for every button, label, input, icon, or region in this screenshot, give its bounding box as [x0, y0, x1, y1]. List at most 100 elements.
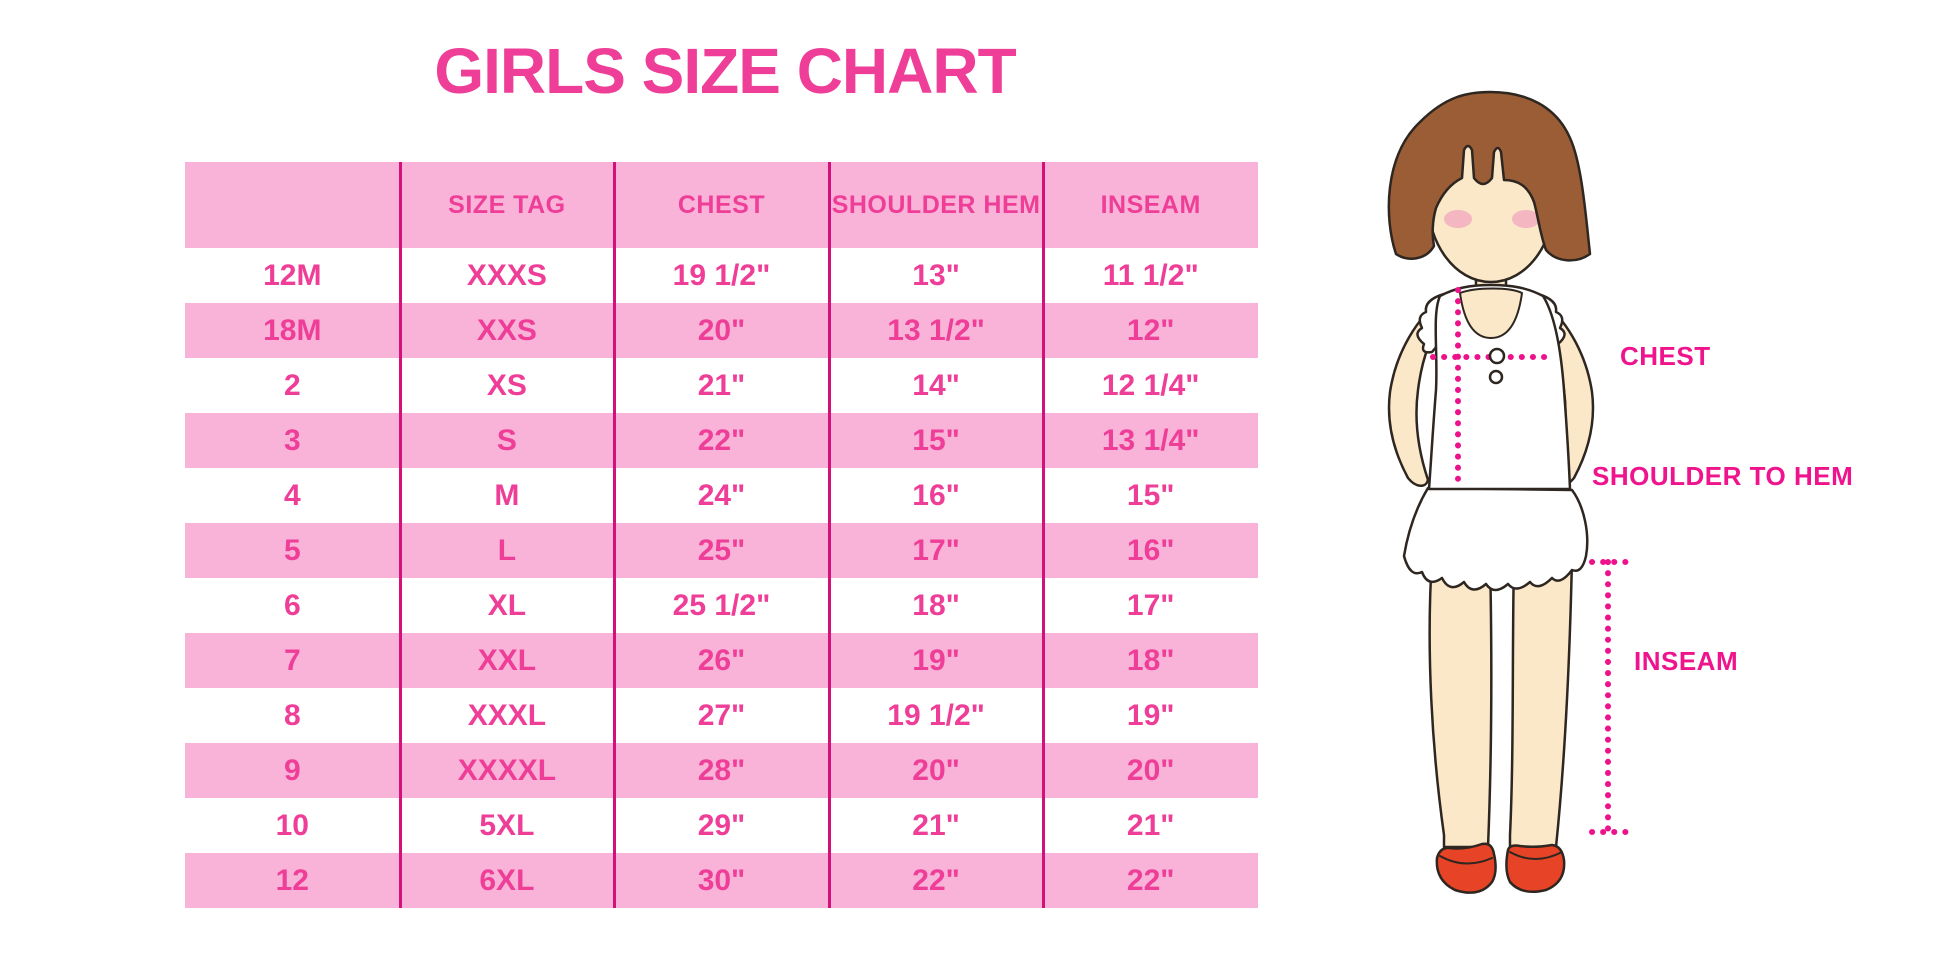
girl-skirt	[1402, 486, 1589, 592]
cell-size: 4	[283, 478, 301, 512]
table-row: 8 XXXL 27" 19 1/2" 19"	[185, 688, 1258, 743]
cell-chest: 19 1/2"	[672, 258, 771, 292]
cell-tag: L	[497, 533, 517, 567]
cell-tag: M	[494, 478, 520, 512]
girl-shoe-right	[1505, 843, 1566, 893]
cell-chest: 30"	[697, 863, 746, 897]
cell-inseam: 12 1/4"	[1101, 368, 1200, 402]
cell-inseam: 21"	[1126, 808, 1175, 842]
cell-chest: 20"	[697, 313, 746, 347]
cell-chest: 27"	[697, 698, 746, 732]
cell-tag: 5XL	[479, 808, 535, 842]
cell-tag: XXXXL	[457, 753, 557, 787]
cell-size: 12M	[263, 258, 322, 292]
cell-shoulder: 18"	[912, 588, 960, 622]
shoulder-to-hem-label: SHOULDER TO HEM	[1592, 461, 1854, 491]
girl-top	[1427, 283, 1572, 491]
cell-inseam: 19"	[1126, 698, 1175, 732]
column-divider	[1042, 162, 1046, 908]
girl-leg-left	[1428, 556, 1493, 849]
cell-shoulder: 19 1/2"	[887, 698, 985, 732]
table-row: 12M XXXS 19 1/2" 13" 11 1/2"	[185, 248, 1258, 303]
cell-size: 9	[283, 753, 301, 787]
table-row: 10 5XL 29" 21" 21"	[185, 798, 1258, 853]
table-row: 9 XXXXL 28" 20" 20"	[185, 743, 1258, 798]
cell-inseam: 20"	[1126, 753, 1175, 787]
cell-shoulder: 14"	[912, 368, 960, 402]
table-row: 3 S 22" 15" 13 1/4"	[185, 413, 1258, 468]
cell-inseam: 13 1/4"	[1101, 423, 1200, 457]
cell-shoulder: 22"	[912, 863, 960, 897]
cell-inseam: 22"	[1126, 863, 1175, 897]
cell-tag: XXS	[476, 313, 537, 347]
cell-chest: 22"	[697, 423, 746, 457]
col-header-chest: CHEST	[677, 190, 766, 219]
cell-shoulder: 19"	[912, 643, 960, 677]
cell-size: 18M	[263, 313, 322, 347]
cell-shoulder: 13"	[912, 258, 960, 292]
size-table: SIZE TAG CHEST SHOULDER HEM INSEAM 12M X…	[185, 162, 1258, 908]
cell-size: 6	[283, 588, 301, 622]
column-divider	[398, 162, 402, 908]
cell-size: 7	[283, 643, 301, 677]
cell-size: 12	[275, 863, 309, 897]
cell-chest: 29"	[697, 808, 746, 842]
cell-chest: 21"	[697, 368, 746, 402]
col-header-size-tag: SIZE TAG	[448, 190, 566, 219]
page-title: GIRLS SIZE CHART	[434, 35, 1016, 107]
measurement-lines	[1430, 287, 1630, 835]
cell-chest: 28"	[697, 753, 746, 787]
table-row: 12 6XL 30" 22" 22"	[185, 853, 1258, 908]
cell-size: 5	[283, 533, 301, 567]
girl-blush-right	[1512, 210, 1540, 228]
table-row: 5 L 25" 17" 16"	[185, 523, 1258, 578]
girl-shoe-left-strap	[1439, 855, 1493, 865]
cell-size: 2	[283, 368, 301, 402]
cell-inseam: 16"	[1126, 533, 1175, 567]
cell-shoulder: 20"	[912, 753, 960, 787]
cell-shoulder: 16"	[912, 478, 960, 512]
column-divider	[613, 162, 617, 908]
cell-tag: XXXL	[467, 698, 547, 732]
cell-size: 3	[283, 423, 301, 457]
girl-shoe-left	[1435, 842, 1497, 894]
girl-blush-left	[1444, 210, 1472, 228]
cell-tag: XXXS	[466, 258, 547, 292]
cell-tag: XXL	[477, 643, 537, 677]
chest-label: CHEST	[1620, 341, 1711, 371]
cell-inseam: 18"	[1126, 643, 1175, 677]
cell-chest: 25 1/2"	[672, 588, 771, 622]
cell-shoulder: 21"	[912, 808, 960, 842]
col-header-inseam: INSEAM	[1100, 190, 1201, 219]
cell-tag: XS	[486, 368, 527, 402]
cell-inseam: 15"	[1126, 478, 1175, 512]
girl-hair	[1387, 90, 1592, 262]
table-header-row: SIZE TAG CHEST SHOULDER HEM INSEAM	[185, 162, 1258, 248]
girl-neckline	[1459, 287, 1523, 339]
girl-arm-left	[1387, 298, 1450, 487]
cell-chest: 25"	[697, 533, 746, 567]
cell-tag: S	[496, 423, 517, 457]
cell-chest: 26"	[697, 643, 746, 677]
cell-shoulder: 15"	[912, 423, 960, 457]
cell-tag: XL	[487, 588, 527, 622]
cell-size: 10	[275, 808, 309, 842]
cell-shoulder: 17"	[912, 533, 960, 567]
cell-inseam: 17"	[1126, 588, 1175, 622]
column-divider	[827, 162, 831, 908]
cell-tag: 6XL	[479, 863, 535, 897]
table-row: 2 XS 21" 14" 12 1/4"	[185, 358, 1258, 413]
table-row: 18M XXS 20" 13 1/2" 12"	[185, 303, 1258, 358]
cell-size: 8	[283, 698, 301, 732]
cell-shoulder: 13 1/2"	[887, 313, 985, 347]
girl-button-bottom	[1488, 369, 1504, 385]
col-header-shoulder-hem: SHOULDER HEM	[831, 190, 1041, 219]
cell-inseam: 12"	[1126, 313, 1175, 347]
table-row: 4 M 24" 16" 15"	[185, 468, 1258, 523]
table-row: 7 XXL 26" 19" 18"	[185, 633, 1258, 688]
girl-shoe-right-strap	[1509, 851, 1563, 860]
cell-chest: 24"	[697, 478, 746, 512]
girl-leg-right	[1508, 556, 1574, 849]
girl-button-top	[1488, 347, 1506, 365]
